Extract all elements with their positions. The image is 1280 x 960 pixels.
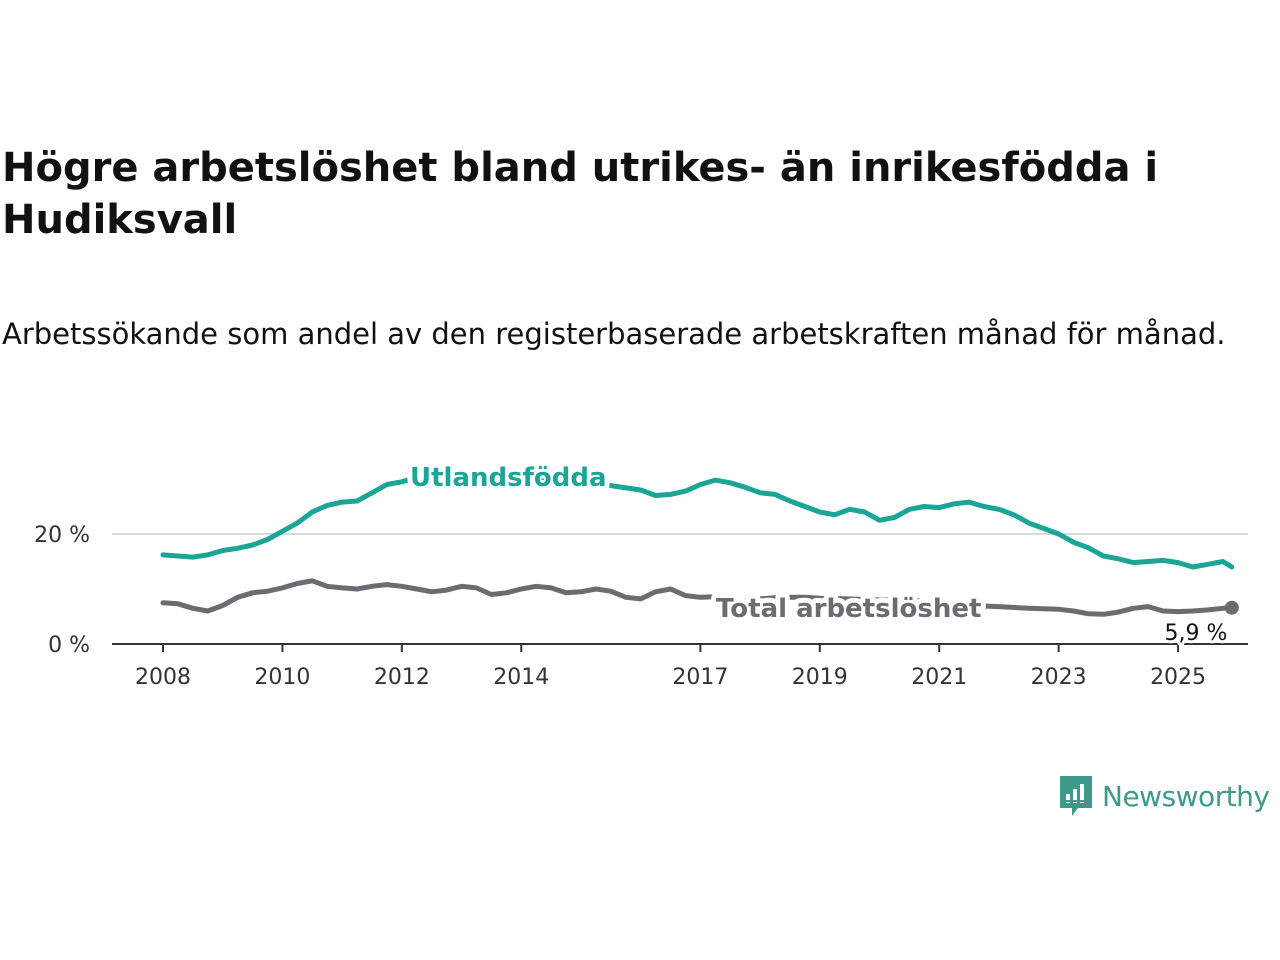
series-label-utlandsfodda: Utlandsfödda (410, 463, 607, 493)
x-tick-label: 2010 (254, 665, 310, 690)
x-tick-label: 2019 (792, 665, 848, 690)
series-label-utlandsfodda-halo: Utlandsfödda (410, 463, 607, 493)
chart-subtitle: Arbetssökande som andel av den registerb… (2, 317, 1226, 351)
newsworthy-logo: Newsworthy (1058, 774, 1270, 818)
series-label-total: Total arbetslöshet (716, 594, 981, 624)
y-tick-label: 20 % (34, 523, 90, 548)
y-tick-label: 0 % (48, 633, 90, 658)
gridlines: 0 % 20 % (34, 523, 1248, 658)
x-tick-label: 2017 (672, 665, 728, 690)
newsworthy-logo-text: Newsworthy (1102, 779, 1270, 813)
end-value-label: 5,9 % (1165, 621, 1228, 646)
series-label-total-halo: Total arbetslöshet (716, 594, 981, 624)
end-point-marker (1224, 600, 1239, 615)
x-tick-label: 2023 (1031, 665, 1087, 690)
x-axis: 2008 2010 2012 2014 2017 2019 2021 2023 2025 (112, 643, 1248, 690)
x-tick-label: 2012 (374, 665, 430, 690)
series-line-utlandsfodda (160, 468, 1235, 570)
x-tick-label: 2008 (135, 665, 191, 690)
series-line-total (160, 578, 1235, 617)
line-chart: 0 % 20 % 2008 2010 2012 2014 2017 2019 2021 2023… (34, 458, 1248, 690)
x-tick-label: 2025 (1150, 665, 1206, 690)
x-tick-label: 2021 (911, 665, 967, 690)
chart-title: Högre arbetslöshet bland utrikes- än inr… (2, 145, 1159, 243)
end-value-label-halo: 5,9 % (1165, 621, 1228, 646)
series-lines (160, 468, 1235, 617)
newsworthy-logo-icon (1060, 776, 1092, 816)
x-tick-label: 2014 (493, 665, 549, 690)
